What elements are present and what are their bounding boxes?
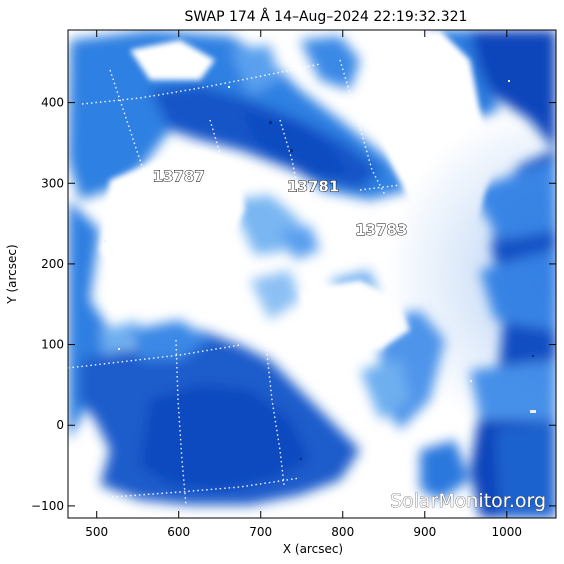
- active-region-label: 13781: [287, 177, 339, 195]
- x-axis: 500 600 700 800 900 1000: [85, 30, 522, 539]
- y-axis: −100 0 100 200 300 400: [31, 96, 556, 513]
- y-tick-label: 300: [41, 176, 64, 190]
- y-tick-label: 0: [56, 418, 64, 432]
- solar-euv-image: [68, 30, 556, 518]
- y-tick-label: 400: [41, 96, 64, 110]
- x-tick-label: 600: [167, 525, 190, 539]
- figure-title: SWAP 174 Å 14–Aug–2024 22:19:32.321: [185, 8, 468, 25]
- solarmonitor-watermark: SolarMonitor.org: [390, 490, 546, 512]
- x-axis-label: X (arcsec): [283, 542, 343, 556]
- x-tick-label: 700: [249, 525, 272, 539]
- y-tick-label: 100: [41, 338, 64, 352]
- x-tick-label: 500: [85, 525, 108, 539]
- y-axis-label: Y (arcsec): [5, 244, 19, 304]
- y-tick-label: 200: [41, 257, 64, 271]
- x-tick-label: 800: [331, 525, 354, 539]
- active-region-label: 13787: [153, 168, 205, 186]
- active-region-label: 13783: [355, 221, 407, 239]
- plot-frame: [67, 29, 557, 519]
- x-tick-label: 1000: [492, 525, 523, 539]
- active-region-labels: 13787 13781 13783: [152, 167, 408, 239]
- x-tick-label: 900: [413, 525, 436, 539]
- y-tick-label: −100: [31, 499, 64, 513]
